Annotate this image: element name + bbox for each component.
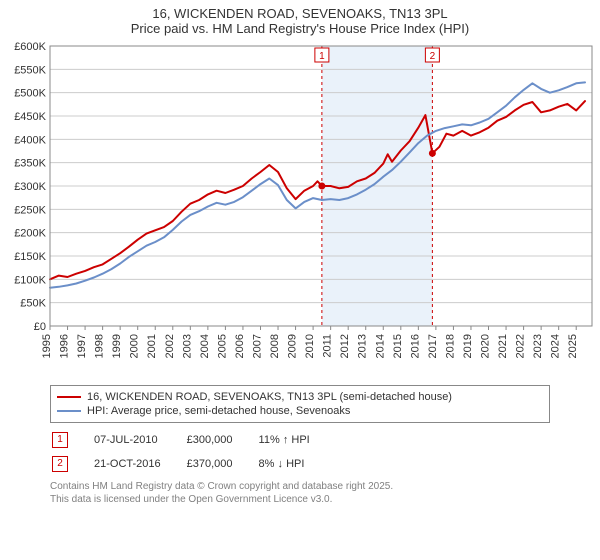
svg-text:1999: 1999 bbox=[111, 334, 123, 358]
legend-swatch bbox=[57, 410, 81, 412]
event-price: £300,000 bbox=[187, 429, 257, 451]
svg-text:£150K: £150K bbox=[14, 251, 46, 263]
svg-text:2001: 2001 bbox=[146, 334, 158, 358]
svg-text:£450K: £450K bbox=[14, 111, 46, 123]
svg-text:2006: 2006 bbox=[234, 334, 246, 358]
svg-text:1997: 1997 bbox=[76, 334, 88, 358]
svg-text:£550K: £550K bbox=[14, 64, 46, 76]
chart-title-line2: Price paid vs. HM Land Registry's House … bbox=[0, 21, 600, 38]
svg-text:2003: 2003 bbox=[181, 334, 193, 358]
legend-item: HPI: Average price, semi-detached house,… bbox=[57, 404, 543, 418]
svg-text:£0: £0 bbox=[34, 321, 46, 333]
svg-text:£300K: £300K bbox=[14, 181, 46, 193]
svg-text:2016: 2016 bbox=[409, 334, 421, 358]
svg-text:2002: 2002 bbox=[164, 334, 176, 358]
legend-swatch bbox=[57, 396, 81, 398]
svg-text:2012: 2012 bbox=[339, 334, 351, 358]
svg-text:2009: 2009 bbox=[287, 334, 299, 358]
line-chart: £0 £50K £100K £150K £200K £250K £300K £350K £400… bbox=[0, 38, 600, 378]
svg-text:2023: 2023 bbox=[532, 334, 544, 358]
sale-events-table: 1 07-JUL-2010£300,00011% ↑ HPI 2 21-OCT-201… bbox=[50, 427, 336, 477]
event-price: £370,000 bbox=[187, 453, 257, 475]
sale-event-row: 2 21-OCT-2016£370,0008% ↓ HPI bbox=[52, 453, 334, 475]
svg-text:2015: 2015 bbox=[392, 334, 404, 358]
credit-line2: This data is licensed under the Open Gov… bbox=[50, 494, 332, 505]
svg-text:2020: 2020 bbox=[480, 334, 492, 358]
svg-text:2014: 2014 bbox=[374, 334, 386, 358]
svg-text:2005: 2005 bbox=[216, 334, 228, 358]
svg-text:1995: 1995 bbox=[41, 334, 53, 358]
svg-text:£400K: £400K bbox=[14, 134, 46, 146]
svg-text:2024: 2024 bbox=[550, 334, 562, 358]
legend-item: 16, WICKENDEN ROAD, SEVENOAKS, TN13 3PL … bbox=[57, 390, 543, 404]
svg-text:2008: 2008 bbox=[269, 334, 281, 358]
legend-label: HPI: Average price, semi-detached house,… bbox=[87, 405, 350, 417]
chart-title-line1: 16, WICKENDEN ROAD, SEVENOAKS, TN13 3PL bbox=[0, 0, 600, 21]
svg-text:£500K: £500K bbox=[14, 88, 46, 100]
svg-text:2022: 2022 bbox=[515, 334, 527, 358]
svg-text:2: 2 bbox=[430, 51, 436, 62]
event-marker-icon: 1 bbox=[52, 432, 68, 448]
svg-text:£100K: £100K bbox=[14, 274, 46, 286]
chart-container: £0 £50K £100K £150K £200K £250K £300K £350K £400… bbox=[0, 38, 600, 381]
svg-text:2013: 2013 bbox=[357, 334, 369, 358]
legend-label: 16, WICKENDEN ROAD, SEVENOAKS, TN13 3PL … bbox=[87, 391, 452, 403]
svg-text:2025: 2025 bbox=[567, 334, 579, 358]
svg-text:£50K: £50K bbox=[20, 298, 46, 310]
svg-text:£250K: £250K bbox=[14, 204, 46, 216]
svg-text:2007: 2007 bbox=[251, 334, 263, 358]
svg-text:2019: 2019 bbox=[462, 334, 474, 358]
sale-event-row: 1 07-JUL-2010£300,00011% ↑ HPI bbox=[52, 429, 334, 451]
svg-text:2000: 2000 bbox=[129, 334, 141, 358]
svg-text:2011: 2011 bbox=[322, 334, 334, 358]
legend: 16, WICKENDEN ROAD, SEVENOAKS, TN13 3PL … bbox=[50, 385, 550, 423]
credit-text: Contains HM Land Registry data © Crown c… bbox=[50, 481, 550, 506]
svg-text:1996: 1996 bbox=[59, 334, 71, 358]
svg-text:2018: 2018 bbox=[444, 334, 456, 358]
event-marker-icon: 2 bbox=[52, 456, 68, 472]
event-delta: 8% ↓ HPI bbox=[259, 458, 305, 470]
svg-text:2017: 2017 bbox=[427, 334, 439, 358]
svg-text:£200K: £200K bbox=[14, 228, 46, 240]
event-date: 07-JUL-2010 bbox=[94, 429, 185, 451]
svg-text:2010: 2010 bbox=[304, 334, 316, 358]
svg-text:£600K: £600K bbox=[14, 41, 46, 53]
svg-text:£350K: £350K bbox=[14, 158, 46, 170]
event-delta: 11% ↑ HPI bbox=[259, 434, 310, 446]
event-date: 21-OCT-2016 bbox=[94, 453, 185, 475]
credit-line1: Contains HM Land Registry data © Crown c… bbox=[50, 481, 393, 492]
svg-text:1998: 1998 bbox=[94, 334, 106, 358]
svg-text:2021: 2021 bbox=[497, 334, 509, 358]
svg-text:2004: 2004 bbox=[199, 334, 211, 358]
svg-text:1: 1 bbox=[319, 51, 325, 62]
